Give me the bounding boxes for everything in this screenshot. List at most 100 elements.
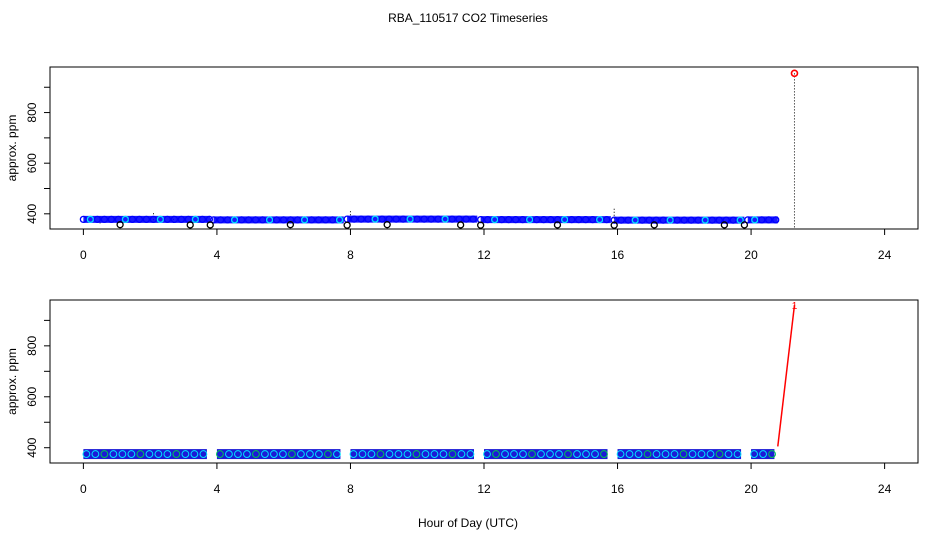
bottom-panel: 0 4 8 12 16 20 24 400 600 800 approx. ppm 1 (5, 299, 919, 496)
data-point (272, 216, 281, 224)
data-point (772, 216, 780, 224)
data-point (412, 450, 421, 458)
data-point (394, 450, 403, 458)
data-point (223, 216, 232, 224)
data-point (154, 450, 163, 458)
data-point (582, 450, 590, 458)
data-point (430, 450, 439, 458)
data-point (427, 215, 435, 223)
low-point (650, 221, 658, 229)
data-point (434, 215, 442, 223)
x-tick-label: 16 (611, 482, 625, 496)
data-band (484, 449, 608, 460)
data-point (100, 215, 109, 224)
outlier-label: 1 (792, 301, 798, 312)
x-tick-label: 0 (80, 248, 87, 262)
data-point (392, 215, 400, 223)
data-point (510, 450, 518, 458)
data-point (198, 215, 207, 224)
x-tick-label: 16 (611, 248, 625, 262)
data-point (688, 450, 697, 458)
data-point (701, 216, 709, 224)
outlier-point (790, 69, 799, 78)
low-point (343, 221, 351, 229)
data-point (708, 216, 716, 224)
y-tick-label: 600 (25, 386, 39, 406)
data-point (724, 450, 733, 458)
data-point (625, 450, 634, 458)
data-point (680, 216, 688, 224)
data-point (86, 215, 95, 224)
low-point (186, 221, 194, 229)
data-point (297, 450, 305, 458)
x-tick-label: 0 (80, 482, 87, 496)
data-point (82, 450, 91, 458)
x-tick-label: 20 (744, 482, 758, 496)
plot-frame (49, 66, 919, 230)
data-band (617, 449, 742, 460)
data-point (121, 215, 130, 224)
data-point (288, 450, 296, 458)
data-point (706, 450, 715, 458)
data-point (109, 450, 118, 458)
y-tick-label: 800 (25, 102, 39, 122)
data-point (687, 216, 695, 224)
data-point (768, 450, 776, 458)
data-point (505, 215, 513, 224)
data-band (213, 216, 344, 224)
data-point (367, 450, 376, 458)
data-point (638, 216, 646, 224)
low-point (553, 221, 562, 229)
low-point (740, 221, 749, 229)
data-point (631, 216, 639, 224)
data-point (624, 216, 632, 224)
data-point (526, 215, 534, 224)
data-point (191, 215, 200, 224)
data-point (457, 450, 466, 458)
data-point (491, 215, 499, 224)
data-point (469, 215, 477, 223)
x-axis-label: Hour of Day (UTC) (418, 516, 518, 530)
data-point (439, 450, 448, 458)
data-band (480, 216, 611, 224)
data-point (537, 450, 545, 458)
data-point (744, 216, 752, 224)
x-tick-label: 4 (214, 482, 221, 496)
data-point (321, 216, 330, 224)
low-point (456, 221, 465, 229)
data-point (399, 215, 407, 223)
low-point (116, 221, 124, 229)
data-point (512, 215, 520, 224)
data-point (729, 216, 737, 224)
data-point (501, 450, 509, 458)
data-point (170, 215, 179, 224)
data-point (181, 450, 190, 458)
data-point (750, 450, 758, 458)
data-point (349, 450, 358, 458)
data-point (498, 215, 506, 224)
data-point (163, 215, 172, 224)
data-point (209, 216, 218, 224)
low-point (383, 221, 391, 229)
data-point (666, 216, 674, 224)
data-point (100, 450, 109, 458)
y-tick-label: 600 (25, 153, 39, 173)
data-point (610, 216, 618, 224)
low-point (610, 221, 618, 229)
data-point (448, 215, 456, 223)
data-point (736, 216, 744, 224)
data-point (314, 216, 323, 224)
y-axis-label: approx. ppm (5, 348, 19, 415)
data-point (293, 216, 302, 224)
data-point (694, 216, 702, 224)
data-point (643, 450, 652, 458)
data-point (324, 450, 332, 458)
data-point (237, 216, 246, 224)
data-point (555, 450, 563, 458)
data-point (533, 215, 541, 224)
data-point (190, 450, 199, 458)
low-point (477, 221, 485, 229)
data-point (279, 216, 288, 224)
data-point (261, 450, 269, 458)
data-point (307, 216, 316, 224)
